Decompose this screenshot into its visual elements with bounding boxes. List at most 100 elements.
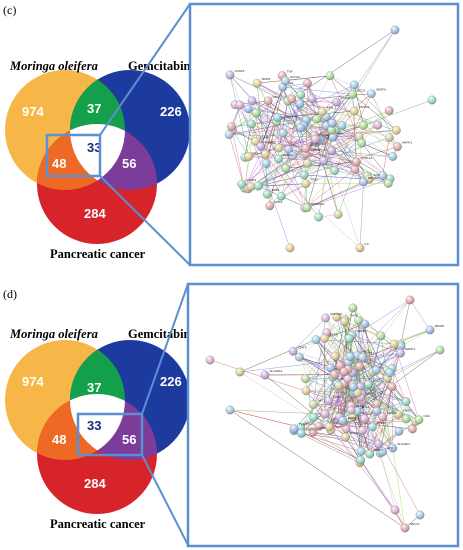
network-node-label: ABCB1 — [435, 324, 445, 328]
network-node-shading — [340, 317, 349, 326]
network-edge — [269, 163, 308, 207]
network-node-shading — [394, 410, 403, 419]
set-label-pancreatic: Pancreatic cancer — [50, 247, 146, 261]
network-edge — [331, 136, 360, 152]
network-node-label: ERBB2 — [310, 148, 320, 152]
network-node-shading — [337, 121, 347, 130]
network-edge — [324, 413, 381, 454]
network-node-shading — [330, 370, 339, 379]
network-node-shading — [296, 90, 306, 99]
network-node-shading — [225, 405, 235, 415]
network-edge — [361, 447, 393, 452]
network-node-shading — [302, 203, 312, 212]
network-node-shading — [224, 130, 234, 139]
network-node-shading — [237, 179, 246, 189]
network-node-shading — [401, 397, 411, 406]
network-edge — [266, 163, 361, 249]
network-node-shading — [244, 104, 253, 114]
network-edge — [265, 100, 269, 155]
network-node-shading — [311, 335, 321, 344]
network-node-shading — [296, 123, 305, 132]
network-node-shading — [301, 144, 311, 153]
network-node-shading — [303, 159, 312, 168]
network-edge — [285, 75, 330, 81]
network-node-label: MYC — [293, 144, 301, 148]
network-edge — [282, 86, 353, 95]
network-edge — [229, 74, 360, 138]
set-label-moringa: Moringa oleifera — [9, 327, 98, 341]
network-edge — [239, 352, 401, 373]
network-node-label: TYMS — [350, 313, 358, 317]
network-node-shading — [359, 177, 368, 187]
network-node-shading — [317, 107, 327, 116]
count-moringa-only: 974 — [22, 374, 44, 389]
network-edge — [299, 356, 344, 423]
panel-d: (d) Moringa oleifera Gemcitabine Pancrea… — [3, 282, 460, 548]
network-edge — [293, 430, 360, 463]
network-edge — [312, 431, 346, 438]
network-node-label: PTGS2 — [341, 96, 351, 100]
network-node-shading — [368, 422, 377, 432]
network-edge — [267, 160, 324, 195]
network-node-label: VEGFA — [387, 411, 397, 415]
network-node-label: BRCA1 — [368, 176, 378, 180]
network-edge — [299, 103, 355, 112]
network-edge — [312, 431, 383, 452]
set-label-gemcitabine: Gemcitabine — [128, 327, 196, 341]
network-edge — [229, 409, 301, 428]
zoom-line-top — [99, 3, 191, 136]
network-node-shading — [408, 424, 417, 434]
count-gemcitabine-only: 226 — [160, 104, 182, 119]
network-node-shading — [247, 119, 256, 129]
network-edge — [329, 397, 361, 428]
network-edge — [269, 158, 279, 206]
network-node-shading — [385, 368, 394, 378]
network-edge — [255, 112, 289, 150]
highlight-box — [45, 133, 102, 178]
network-node-shading — [324, 396, 334, 405]
count-moringa-gemcitabine: 37 — [87, 101, 101, 116]
network-node-shading — [374, 439, 383, 449]
network-node-shading — [244, 152, 253, 161]
network-edge — [323, 140, 361, 249]
network-node-shading — [402, 414, 411, 424]
network-edge — [344, 321, 377, 371]
network-edge — [357, 349, 441, 412]
network-edge — [244, 117, 278, 189]
network-node-label: MAPK8 — [265, 140, 276, 144]
network-node-shading — [378, 412, 387, 422]
network-node-shading — [387, 382, 397, 391]
network-node-shading — [435, 345, 445, 355]
network-node-label: PARP1 — [365, 391, 375, 395]
network-node-shading — [288, 151, 297, 161]
network-node-label: MMP9 — [262, 77, 271, 81]
network-edge — [280, 155, 293, 197]
network-node-shading — [414, 415, 424, 424]
network-node-label: CDA — [423, 414, 429, 418]
network-node-shading — [348, 303, 358, 313]
network-node-shading — [264, 96, 273, 106]
network-node-label: TP53 — [367, 351, 375, 355]
network-edge — [229, 74, 249, 157]
network-node-shading — [254, 181, 263, 191]
network-edge — [312, 431, 361, 461]
network-node-shading — [265, 201, 275, 211]
network-edge — [305, 160, 324, 184]
network-node-shading — [373, 120, 382, 130]
network-edge — [291, 29, 396, 100]
network-node-shading — [299, 170, 309, 180]
network-node-shading — [235, 367, 245, 377]
network-node-label: NFKB1 — [357, 329, 367, 333]
network-edge — [391, 386, 407, 419]
network-edge — [285, 161, 357, 169]
network-edge — [228, 134, 245, 189]
panel-label: (d) — [3, 287, 17, 301]
network-edge — [353, 392, 421, 516]
network-node-shading — [251, 108, 261, 118]
network-node-label: MMP2 — [374, 448, 383, 452]
panel-label: (c) — [3, 3, 16, 17]
network-nodes: RRM1 DCK TYMS CDA SLC29A1 ABCC1 ABCB1 TP53 AKT1 E… — [205, 295, 445, 533]
network-edge — [368, 349, 441, 385]
network-node-shading — [261, 150, 270, 159]
